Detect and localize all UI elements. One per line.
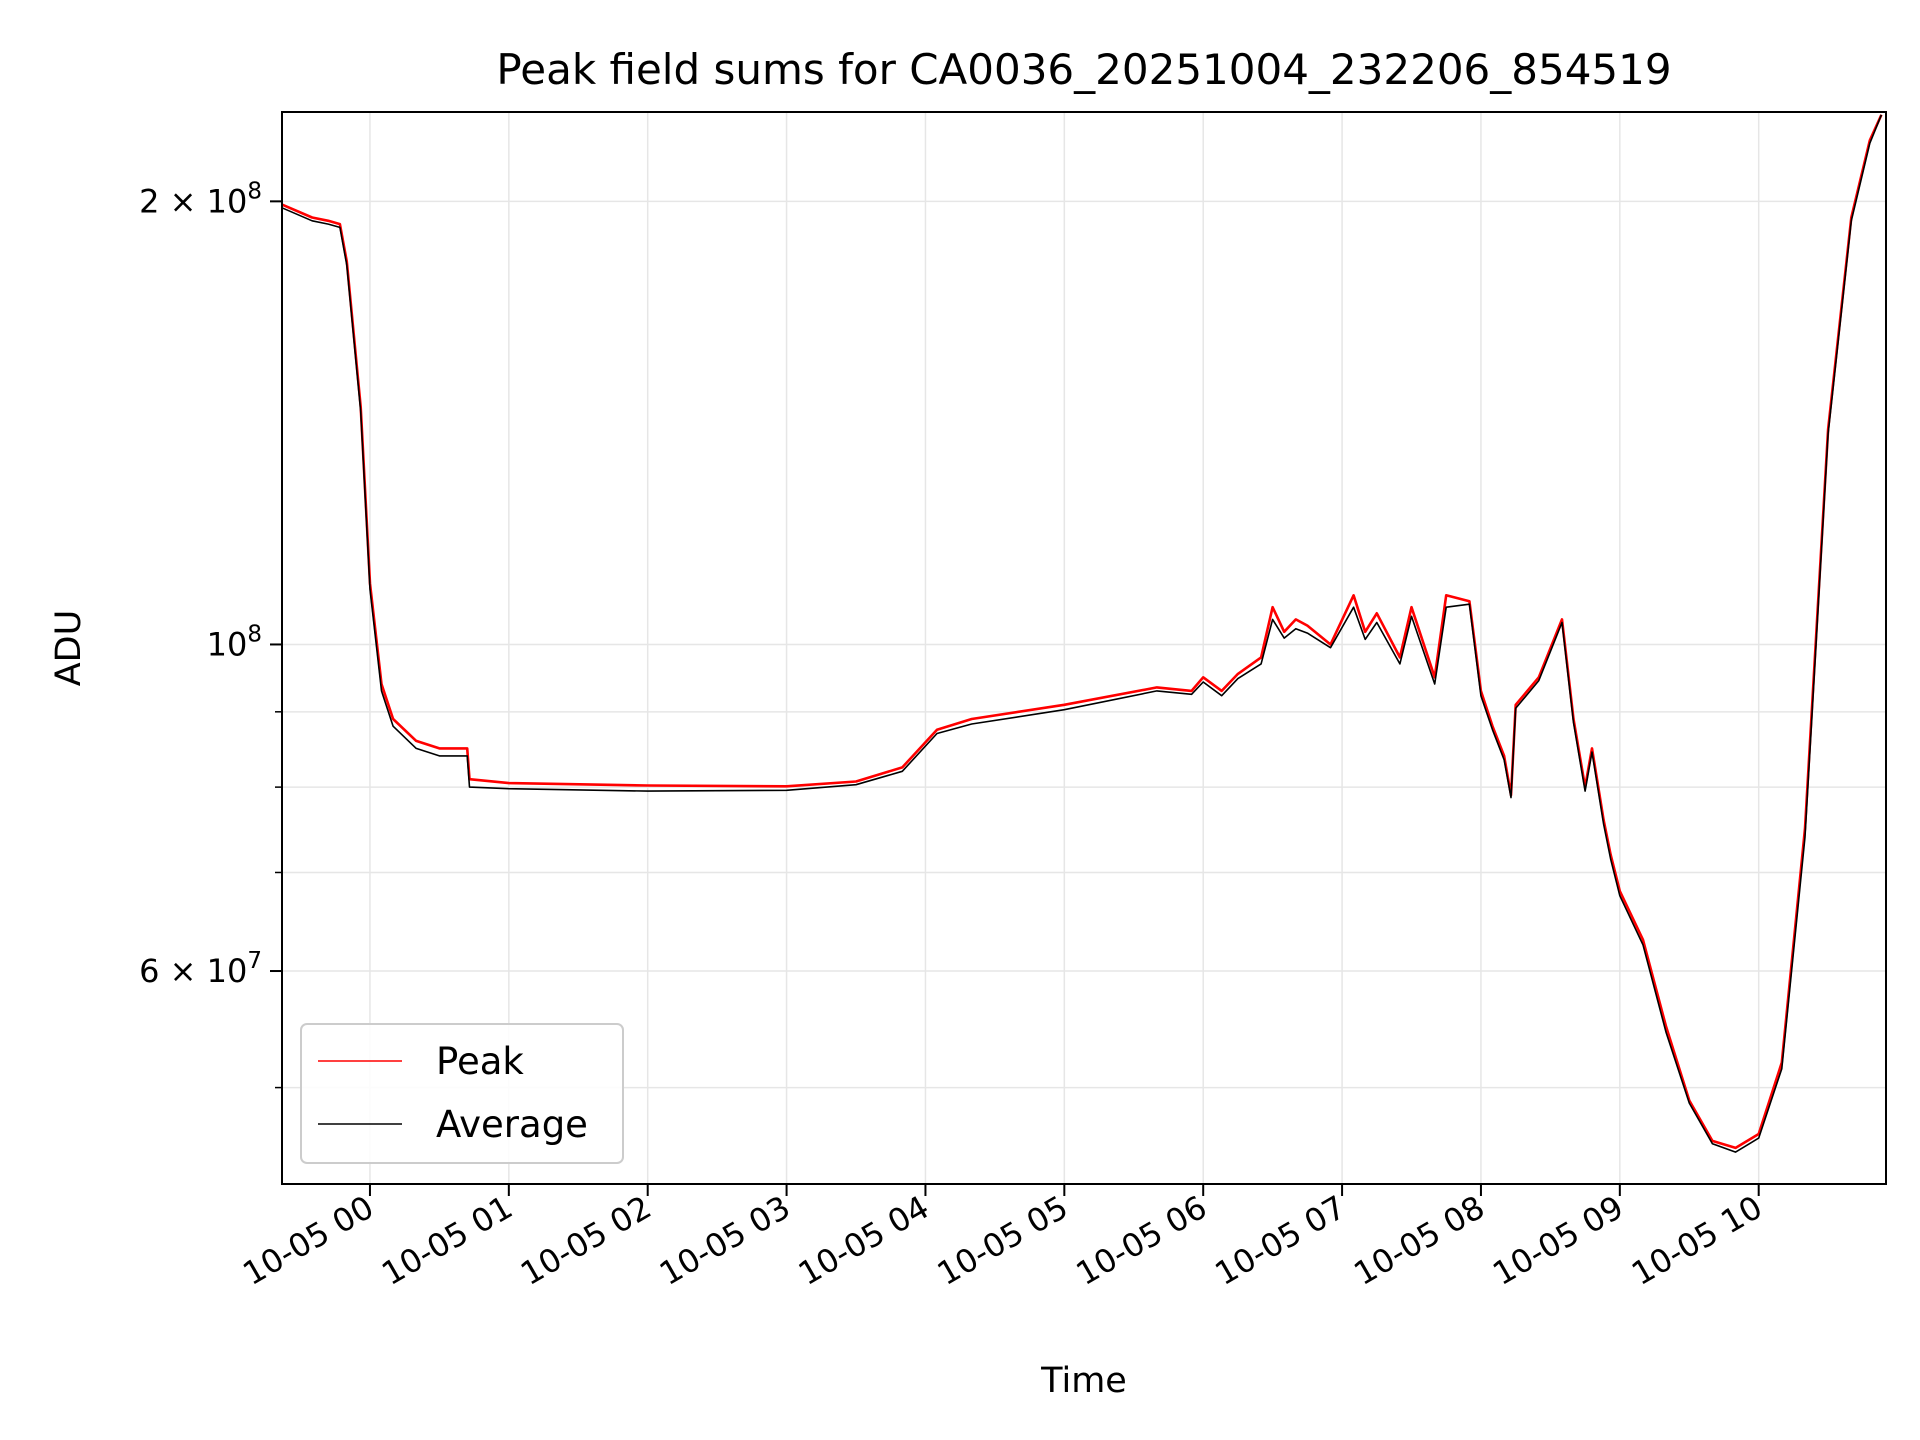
x-tick-label: 10-05 01 [375,1188,519,1293]
y-tick-times: × 10 [159,952,247,990]
y-tick-exponent: 8 [247,178,262,204]
y-axis-label: ADU [49,610,89,687]
y-tick-label: 2 × 108 [139,178,262,220]
x-tick-label: 10-05 04 [792,1188,936,1293]
y-tick-mantissa: 6 [139,952,159,990]
x-tick-label: 10-05 09 [1486,1188,1630,1293]
plot-area-frame [281,111,1887,1185]
chart-title: Peak field sums for CA0036_20251004_2322… [496,45,1671,94]
legend-label-peak: Peak [436,1040,524,1083]
y-tick-exponent: 7 [247,948,262,974]
x-tick-label: 10-05 05 [931,1188,1075,1293]
y-tick-times: × 10 [159,182,247,220]
y-tick-mantissa: 2 [139,182,159,220]
x-tick-label: 10-05 00 [236,1188,380,1293]
x-tick-label: 10-05 06 [1070,1188,1214,1293]
legend-box [300,1023,624,1164]
y-tick-label: 6 × 107 [139,948,262,990]
x-axis-label: Time [1040,1361,1127,1401]
x-tick-label: 10-05 03 [653,1188,797,1293]
series-layer [281,114,1883,1153]
series-line-peak [281,114,1883,1150]
x-tick-label: 10-05 07 [1208,1188,1352,1293]
legend: Peak Average [300,1023,624,1164]
series-line-average [281,114,1883,1153]
grid [282,112,1886,1184]
y-tick-base: 10 [207,625,248,663]
x-tick-label: 10-05 02 [514,1188,658,1293]
x-tick-label: 10-05 08 [1347,1188,1491,1293]
y-tick-label: 108 [207,621,262,663]
y-tick-exponent: 8 [247,621,262,647]
legend-label-average: Average [436,1103,588,1146]
x-tick-label: 10-05 10 [1625,1188,1769,1293]
